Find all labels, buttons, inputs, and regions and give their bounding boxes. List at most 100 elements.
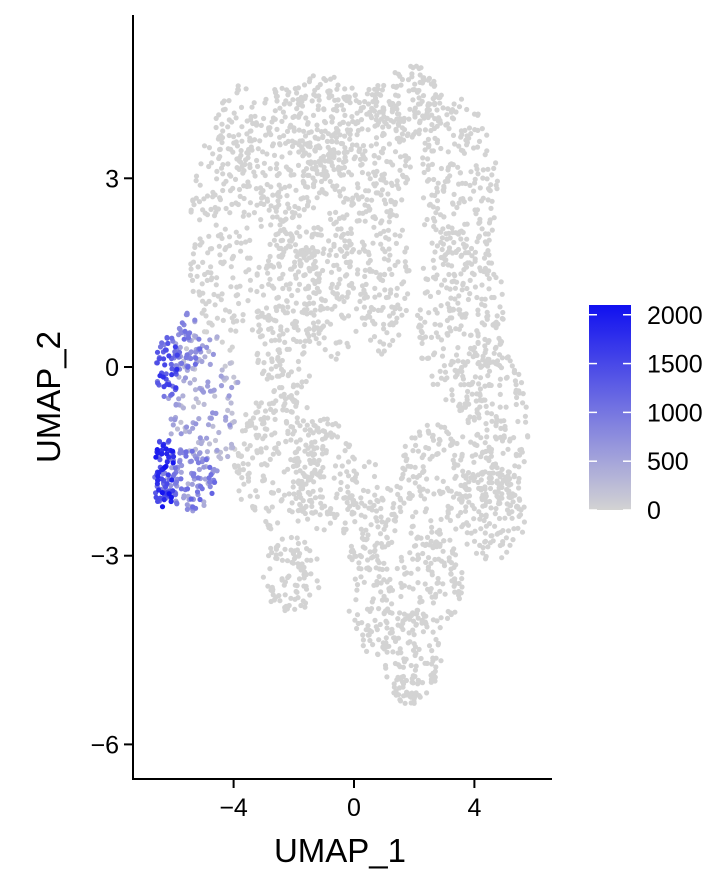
- data-point: [436, 115, 442, 121]
- data-point: [478, 477, 484, 483]
- data-point: [294, 589, 300, 595]
- data-point: [376, 606, 382, 612]
- data-point: [493, 319, 499, 325]
- data-point: [326, 95, 332, 101]
- data-point: [426, 163, 432, 169]
- data-point: [289, 209, 295, 215]
- data-point: [438, 120, 444, 126]
- data-point: [445, 503, 451, 509]
- data-point: [391, 501, 397, 507]
- data-point: [401, 500, 407, 506]
- data-point: [446, 271, 452, 278]
- data-point: [200, 207, 206, 213]
- data-point: [431, 352, 437, 358]
- data-point: [425, 77, 431, 83]
- data-point: [292, 259, 298, 265]
- data-point: [332, 291, 338, 297]
- data-point: [412, 81, 418, 87]
- data-point: [474, 239, 480, 245]
- data-point: [245, 478, 252, 484]
- data-point: [271, 409, 277, 415]
- data-point: [355, 267, 361, 273]
- data-point: [381, 228, 387, 234]
- data-point: [235, 450, 241, 457]
- data-point: [226, 309, 233, 315]
- data-point: [432, 594, 438, 600]
- data-point: [437, 100, 443, 106]
- data-point: [438, 165, 444, 172]
- data-point: [270, 480, 276, 486]
- data-point: [485, 373, 491, 379]
- data-point: [442, 369, 449, 375]
- data-point: [184, 486, 191, 492]
- data-point: [258, 223, 264, 229]
- data-point: [185, 335, 192, 341]
- data-point: [303, 286, 309, 292]
- data-point: [247, 277, 253, 283]
- data-point: [223, 446, 229, 452]
- data-point: [468, 332, 474, 338]
- data-point: [296, 127, 302, 133]
- data-point: [415, 448, 421, 454]
- data-point: [407, 616, 413, 622]
- data-point: [279, 357, 285, 364]
- data-point: [295, 327, 301, 333]
- data-point: [247, 443, 253, 449]
- data-point: [426, 142, 432, 148]
- data-point: [390, 310, 396, 316]
- data-point: [429, 572, 435, 578]
- data-point: [275, 198, 281, 204]
- data-point: [173, 402, 179, 408]
- data-point: [341, 298, 347, 305]
- data-point: [516, 464, 522, 470]
- data-point: [290, 336, 297, 342]
- data-point: [434, 123, 440, 129]
- data-point: [484, 176, 490, 182]
- data-point: [308, 557, 314, 563]
- data-point: [489, 418, 495, 424]
- data-point: [286, 491, 292, 497]
- data-point: [511, 472, 517, 478]
- data-point: [345, 473, 352, 479]
- data-point: [272, 108, 278, 114]
- data-point: [305, 172, 311, 178]
- data-point: [288, 595, 294, 601]
- data-point: [426, 643, 433, 649]
- data-point: [435, 180, 441, 186]
- data-point: [260, 149, 266, 155]
- data-point: [365, 260, 371, 266]
- data-point: [339, 141, 346, 147]
- data-point: [415, 534, 421, 540]
- data-point: [289, 559, 295, 565]
- data-point: [387, 266, 393, 272]
- data-point: [386, 124, 392, 130]
- data-point: [517, 512, 524, 518]
- data-point: [349, 85, 355, 91]
- data-point: [463, 137, 469, 143]
- data-point: [452, 452, 458, 458]
- data-point: [238, 248, 244, 254]
- data-point: [496, 515, 503, 522]
- data-point: [386, 313, 393, 319]
- data-point: [411, 641, 417, 647]
- data-point: [486, 382, 492, 388]
- data-point: [320, 323, 327, 329]
- data-point: [498, 418, 504, 424]
- data-point: [183, 453, 189, 459]
- data-point: [400, 465, 406, 471]
- data-point: [479, 126, 485, 132]
- data-point: [487, 540, 493, 546]
- data-point: [231, 140, 237, 146]
- data-point: [455, 513, 461, 519]
- data-point: [332, 186, 338, 192]
- data-point: [441, 363, 447, 369]
- data-point: [443, 231, 449, 237]
- data-point: [312, 159, 318, 166]
- data-point: [474, 352, 480, 358]
- data-point: [450, 116, 457, 122]
- data-point: [440, 255, 446, 261]
- data-point: [337, 246, 343, 252]
- data-point: [290, 479, 296, 485]
- data-point: [418, 493, 424, 499]
- data-point: [296, 366, 302, 372]
